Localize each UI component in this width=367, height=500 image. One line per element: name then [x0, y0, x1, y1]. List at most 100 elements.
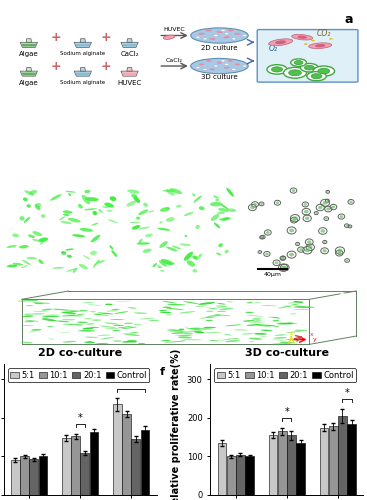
Bar: [122, 414, 131, 495]
Ellipse shape: [228, 60, 233, 62]
Circle shape: [289, 228, 294, 232]
Circle shape: [260, 203, 263, 205]
Ellipse shape: [91, 235, 100, 242]
Text: CaCl₂: CaCl₂: [166, 58, 183, 62]
Ellipse shape: [187, 260, 195, 266]
Text: 2D culture: 2D culture: [201, 45, 238, 51]
Ellipse shape: [80, 228, 93, 232]
Ellipse shape: [223, 338, 240, 340]
Ellipse shape: [275, 40, 286, 44]
Ellipse shape: [200, 317, 216, 318]
Ellipse shape: [104, 322, 119, 324]
Ellipse shape: [52, 267, 64, 268]
Ellipse shape: [224, 36, 230, 38]
Ellipse shape: [249, 341, 255, 342]
Circle shape: [320, 229, 325, 233]
Text: O₂: O₂: [269, 44, 278, 53]
Ellipse shape: [195, 306, 207, 307]
Ellipse shape: [284, 306, 291, 307]
Circle shape: [203, 68, 207, 70]
Ellipse shape: [90, 250, 97, 256]
Ellipse shape: [235, 64, 240, 66]
Ellipse shape: [206, 308, 217, 310]
Ellipse shape: [193, 269, 197, 272]
Ellipse shape: [92, 320, 101, 321]
Bar: [227, 456, 236, 495]
Ellipse shape: [21, 342, 33, 343]
Ellipse shape: [59, 321, 70, 322]
Ellipse shape: [89, 311, 96, 312]
Ellipse shape: [166, 217, 174, 222]
Ellipse shape: [84, 208, 97, 210]
Ellipse shape: [167, 330, 185, 331]
Polygon shape: [121, 42, 138, 48]
Ellipse shape: [206, 310, 214, 312]
Ellipse shape: [248, 338, 262, 340]
Circle shape: [318, 206, 323, 210]
Ellipse shape: [180, 340, 186, 342]
Ellipse shape: [217, 212, 225, 214]
Ellipse shape: [33, 302, 50, 304]
Circle shape: [325, 218, 328, 220]
Bar: [131, 439, 140, 495]
Ellipse shape: [195, 254, 203, 260]
Text: 40μm: 40μm: [142, 272, 160, 278]
Circle shape: [275, 261, 279, 264]
Ellipse shape: [111, 250, 117, 257]
Text: 40μm: 40μm: [21, 272, 39, 278]
Ellipse shape: [124, 322, 133, 324]
Ellipse shape: [127, 340, 137, 342]
Circle shape: [292, 218, 296, 222]
Ellipse shape: [102, 206, 109, 208]
Ellipse shape: [7, 245, 17, 248]
Ellipse shape: [294, 306, 308, 308]
Circle shape: [281, 257, 284, 260]
Ellipse shape: [183, 301, 199, 304]
Ellipse shape: [157, 265, 164, 272]
Ellipse shape: [66, 268, 77, 272]
Ellipse shape: [185, 328, 201, 330]
Ellipse shape: [26, 204, 31, 208]
Polygon shape: [26, 68, 32, 71]
Circle shape: [337, 248, 342, 252]
Ellipse shape: [19, 245, 29, 248]
Ellipse shape: [110, 319, 124, 320]
Text: y: y: [313, 337, 317, 342]
Ellipse shape: [272, 320, 279, 322]
Circle shape: [294, 60, 303, 64]
Ellipse shape: [63, 310, 78, 313]
Polygon shape: [121, 71, 138, 76]
Ellipse shape: [179, 311, 195, 314]
Circle shape: [259, 251, 261, 253]
Ellipse shape: [62, 314, 76, 316]
Circle shape: [326, 200, 328, 202]
Ellipse shape: [178, 336, 192, 338]
Ellipse shape: [206, 30, 212, 32]
Ellipse shape: [123, 334, 140, 336]
Ellipse shape: [72, 234, 85, 237]
Circle shape: [331, 206, 335, 208]
Ellipse shape: [211, 214, 219, 221]
Circle shape: [250, 206, 255, 209]
Ellipse shape: [52, 308, 69, 310]
Ellipse shape: [227, 30, 233, 32]
Ellipse shape: [23, 198, 28, 201]
Text: Sodium alginate: Sodium alginate: [60, 80, 105, 84]
Ellipse shape: [138, 226, 150, 230]
Ellipse shape: [106, 310, 118, 312]
Circle shape: [214, 65, 218, 67]
Ellipse shape: [286, 331, 301, 333]
Ellipse shape: [227, 208, 236, 212]
Ellipse shape: [275, 334, 286, 336]
Polygon shape: [74, 42, 91, 48]
Ellipse shape: [162, 306, 171, 308]
Text: g: g: [366, 366, 367, 376]
Ellipse shape: [63, 214, 69, 216]
Circle shape: [196, 66, 200, 68]
Ellipse shape: [219, 218, 231, 220]
Ellipse shape: [184, 252, 193, 260]
Ellipse shape: [224, 66, 229, 68]
Ellipse shape: [19, 216, 25, 220]
Ellipse shape: [288, 302, 304, 304]
Circle shape: [311, 74, 322, 78]
